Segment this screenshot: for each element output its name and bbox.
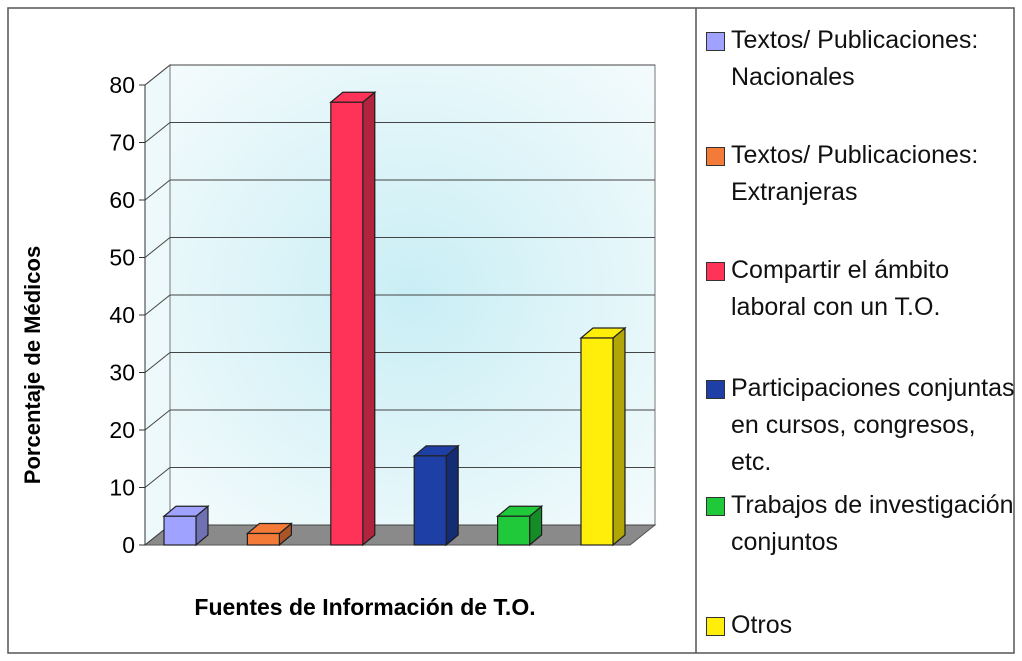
grid-line: [144, 64, 171, 86]
legend-label: Otros: [731, 611, 793, 639]
legend-label: Compartir el ámbito laboral con un T.O.: [731, 256, 950, 321]
legend-swatch: [706, 617, 725, 636]
grid-line: [144, 237, 171, 258]
bar-side-shade: [196, 506, 208, 545]
grid-line: [144, 352, 171, 373]
bar-side-shade: [613, 328, 625, 545]
y-tick-label: 60: [109, 187, 135, 213]
legend-item: Participaciones conjuntas en cursos, con…: [706, 370, 1022, 481]
y-tick-label: 40: [109, 302, 135, 328]
grid-line: [144, 122, 171, 143]
grid-line: [144, 179, 171, 201]
grid-line: [144, 467, 171, 488]
bar: [580, 337, 614, 546]
legend-item: Trabajos de investigación conjuntos: [706, 487, 1022, 561]
bar-side-shade: [446, 445, 459, 545]
y-tick-label: 70: [109, 130, 135, 156]
y-tick-label: 0: [122, 532, 135, 558]
grid-line: [144, 294, 171, 316]
bar: [163, 515, 197, 546]
y-tick-label: 30: [109, 360, 135, 386]
bar: [330, 101, 364, 546]
legend-label: Trabajos de investigación conjuntos: [731, 491, 1014, 556]
legend-swatch: [706, 32, 725, 51]
legend-swatch: [706, 147, 725, 166]
bar-side-shade: [279, 523, 292, 545]
legend-swatch: [706, 497, 725, 516]
legend-swatch: [706, 380, 725, 399]
bar: [413, 455, 447, 546]
y-tick-label: 80: [109, 72, 135, 98]
y-tick-label: 20: [109, 417, 135, 443]
legend-label: Textos/ Publicaciones: Extranjeras: [731, 141, 979, 206]
legend-item: Textos/ Publicaciones: Nacionales: [706, 22, 1022, 96]
y-tick-label: 10: [109, 475, 135, 501]
legend-item: Otros: [706, 607, 1022, 644]
bar: [497, 515, 531, 546]
y-tick-label: 50: [109, 245, 135, 271]
frame: [7, 7, 1015, 654]
legend-swatch: [706, 262, 725, 281]
legend-item: Textos/ Publicaciones: Extranjeras: [706, 137, 1022, 211]
y-axis-title: Porcentaje de Médicos: [20, 246, 45, 484]
legend-item: Compartir el ámbito laboral con un T.O.: [706, 252, 1022, 326]
legend-label: Textos/ Publicaciones: Nacionales: [731, 26, 979, 91]
legend-label: Participaciones conjuntas en cursos, con…: [731, 374, 1015, 476]
floor: [143, 524, 657, 546]
bar: [246, 532, 280, 546]
x-axis-title: Fuentes de Información de T.O.: [194, 594, 535, 620]
bar-side-shade: [529, 506, 542, 545]
bar-side-shade: [362, 92, 375, 545]
grid-line: [144, 409, 171, 431]
